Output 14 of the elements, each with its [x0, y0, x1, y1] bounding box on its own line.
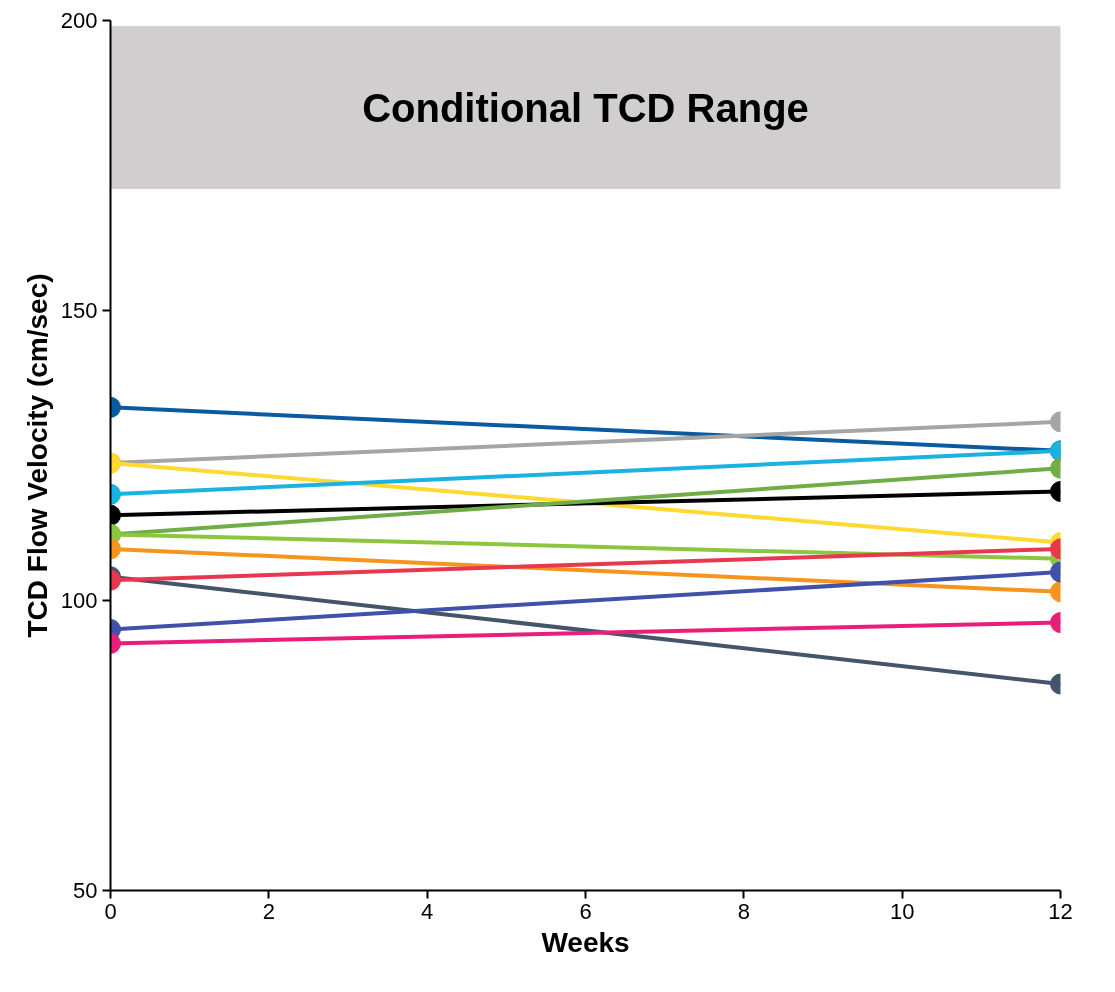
- y-tick-label: 50: [73, 878, 98, 903]
- x-tick-label: 10: [889, 898, 915, 924]
- x-tick-label: 12: [1048, 898, 1073, 924]
- x-tick-label: 0: [104, 898, 117, 924]
- x-tick-label: 8: [737, 898, 750, 924]
- y-tick-label: 150: [60, 298, 98, 323]
- x-tick-label: 2: [262, 898, 275, 924]
- y-axis-title: TCD Flow Velocity (cm/sec): [21, 273, 53, 638]
- x-axis-title: Weeks: [541, 926, 630, 958]
- x-tick-label: 4: [421, 898, 434, 924]
- y-tick-label: 100: [60, 588, 98, 613]
- x-tick-label: 6: [579, 898, 592, 924]
- band-label: Conditional TCD Range: [362, 85, 809, 130]
- y-tick-label: 200: [60, 8, 98, 33]
